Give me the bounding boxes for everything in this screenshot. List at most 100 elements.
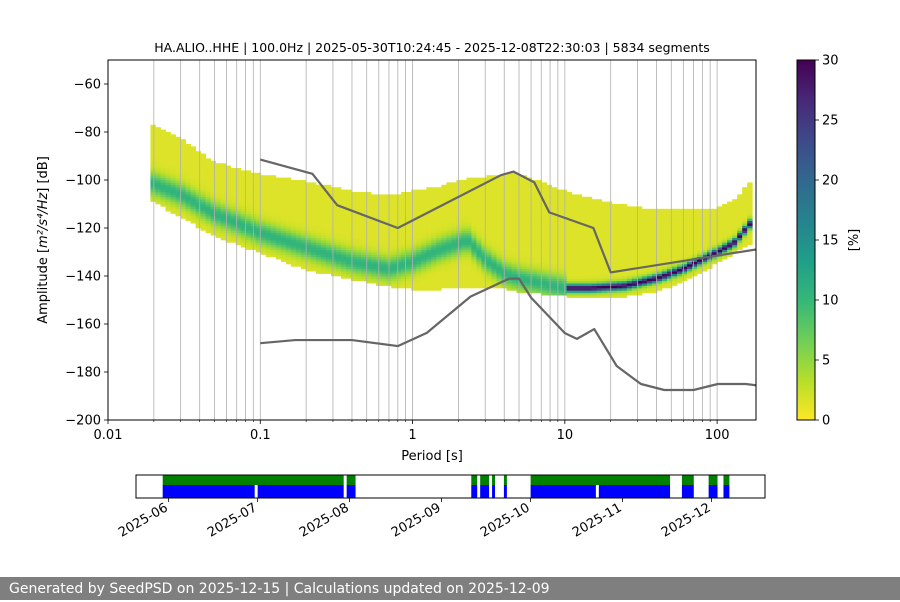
heatmap-cell — [305, 247, 312, 250]
heatmap-cell — [265, 213, 272, 217]
heatmap-cell — [486, 273, 492, 277]
heatmap-cell — [155, 160, 161, 164]
heatmap-cell — [265, 175, 272, 178]
heatmap-cell — [611, 264, 618, 267]
heatmap-cell — [361, 235, 367, 238]
heatmap-cell — [230, 232, 237, 236]
heatmap-cell — [486, 175, 492, 178]
heatmap-cell — [717, 213, 723, 217]
heatmap-cell — [195, 177, 201, 181]
heatmap-cell — [496, 223, 502, 226]
heatmap-cell — [491, 220, 497, 224]
heatmap-cell — [300, 206, 307, 210]
heatmap-cell — [606, 228, 613, 231]
heatmap-cell — [421, 232, 427, 236]
heatmap-cell — [697, 259, 703, 262]
heatmap-cell — [626, 283, 633, 286]
heatmap-cell — [175, 192, 181, 195]
heatmap-cell — [170, 148, 176, 152]
heatmap-cell — [616, 280, 623, 284]
heatmap-cell — [215, 177, 222, 181]
timeline-tick-label: 2025-06 — [116, 500, 171, 540]
heatmap-cell — [576, 292, 583, 296]
heatmap-cell — [651, 278, 658, 282]
heatmap-cell — [531, 288, 537, 291]
heatmap-cell — [406, 235, 412, 238]
heatmap-cell — [581, 201, 588, 205]
heatmap-cell — [641, 230, 648, 234]
heatmap-cell — [561, 213, 568, 217]
heatmap-cell — [431, 201, 437, 205]
heatmap-cell — [220, 184, 227, 188]
heatmap-cell — [260, 235, 267, 238]
heatmap-cell — [491, 199, 497, 202]
heatmap-cell — [195, 165, 201, 169]
heatmap-cell — [240, 230, 247, 234]
heatmap-cell — [416, 235, 422, 238]
heatmap-cell — [406, 194, 412, 198]
heatmap-cell — [330, 196, 337, 200]
heatmap-cell — [446, 218, 452, 222]
heatmap-cell — [451, 194, 457, 198]
heatmap-cell — [461, 211, 467, 214]
heatmap-cell — [356, 261, 362, 265]
heatmap-cell — [300, 266, 307, 270]
heatmap-cell — [310, 192, 317, 195]
heatmap-cell — [536, 216, 542, 219]
heatmap-cell — [682, 235, 688, 238]
heatmap-cell — [341, 225, 347, 229]
heatmap-cell — [436, 225, 442, 229]
heatmap-cell — [235, 204, 242, 207]
heatmap-cell — [541, 292, 548, 296]
heatmap-cell — [656, 213, 663, 217]
heatmap-cell — [361, 271, 367, 274]
heatmap-cell — [682, 237, 688, 241]
heatmap-cell — [451, 182, 457, 186]
period-gridlines — [108, 60, 718, 420]
heatmap-cell — [586, 252, 593, 255]
heatmap-cell — [456, 237, 462, 241]
heatmap-cell — [270, 225, 277, 229]
heatmap-cell — [521, 187, 527, 190]
heatmap-cell — [621, 261, 628, 265]
heatmap-cell — [175, 201, 181, 205]
heatmap-cell — [687, 244, 693, 248]
heatmap-cell — [521, 268, 527, 272]
heatmap-cell — [521, 184, 527, 188]
heatmap-cell — [210, 230, 217, 234]
heatmap-cell — [581, 228, 588, 231]
heatmap-cell — [341, 259, 347, 262]
heatmap-cell — [737, 244, 743, 248]
heatmap-cell — [270, 230, 277, 234]
heatmap-cell — [245, 187, 252, 190]
heatmap-cell — [561, 273, 568, 277]
heatmap-cell — [446, 220, 452, 224]
heatmap-cell — [616, 232, 623, 236]
heatmap-cell — [185, 163, 191, 166]
heatmap-cell — [611, 268, 618, 272]
heatmap-cell — [300, 244, 307, 248]
heatmap-cell — [441, 278, 447, 282]
heatmap-cell — [290, 230, 297, 234]
heatmap-cell — [466, 182, 472, 186]
heatmap-cell — [486, 264, 492, 267]
heatmap-cell — [190, 187, 196, 190]
heatmap-cell — [295, 180, 302, 183]
heatmap-cell — [300, 249, 307, 253]
heatmap-cell — [636, 285, 643, 289]
heatmap-cell — [210, 232, 217, 236]
heatmap-cell — [611, 290, 618, 294]
heatmap-cell — [436, 189, 442, 193]
heatmap-cell — [381, 240, 387, 243]
heatmap-cell — [551, 192, 558, 195]
heatmap-cell — [722, 223, 728, 226]
heatmap-cell — [476, 220, 482, 224]
heatmap-cell — [471, 218, 477, 222]
heatmap-cell — [636, 225, 643, 229]
heatmap-cell — [431, 220, 437, 224]
heatmap-cell — [371, 235, 377, 238]
heatmap-cell — [416, 230, 422, 234]
heatmap-cell — [481, 216, 487, 219]
heatmap-cell — [391, 235, 397, 238]
heatmap-cell — [230, 182, 237, 186]
